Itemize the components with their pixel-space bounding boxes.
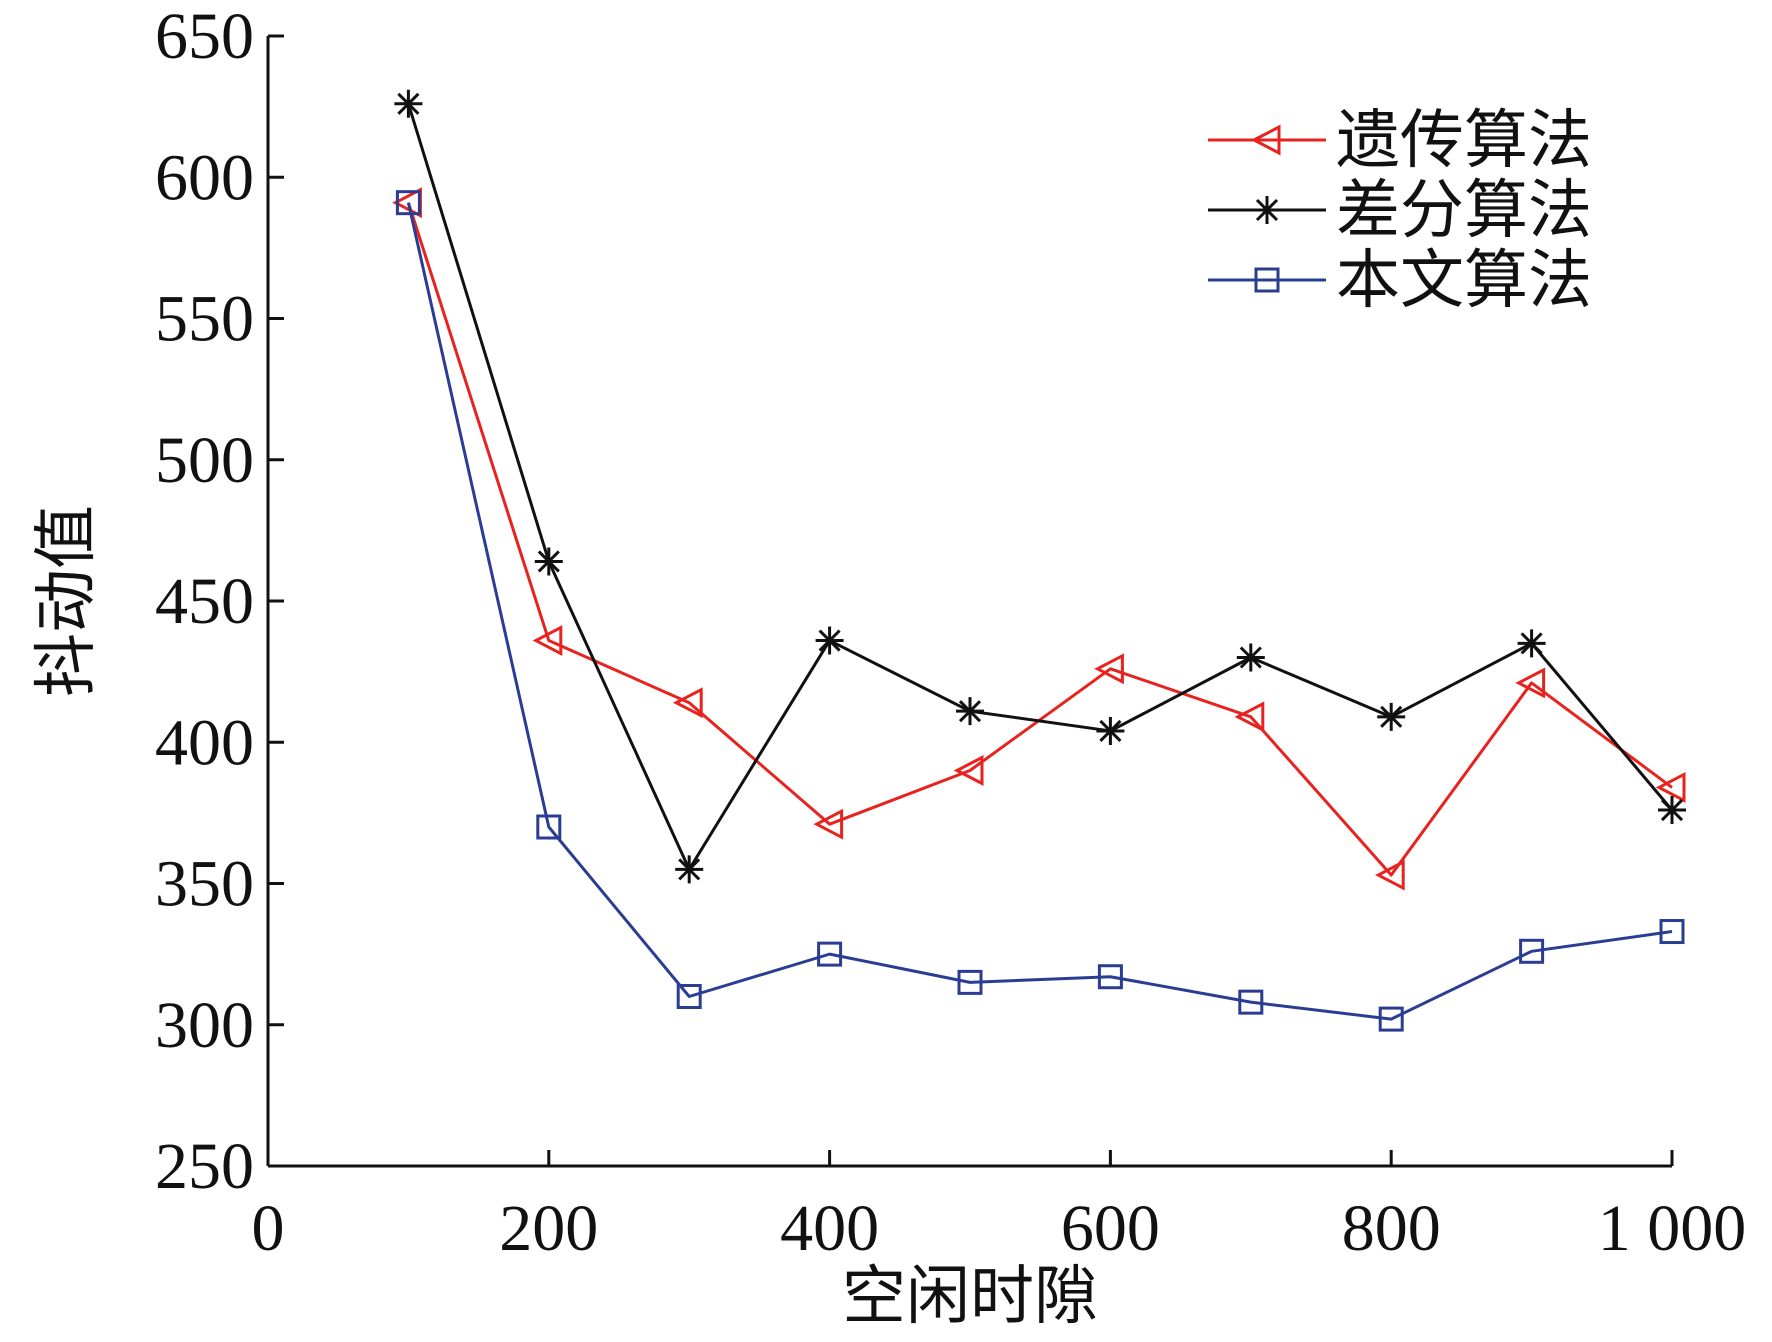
data-point <box>1377 702 1406 731</box>
series-3 <box>395 190 1685 1032</box>
y-tick-label: 350 <box>155 848 254 921</box>
x-tick-label: 600 <box>1061 1192 1160 1265</box>
data-point <box>536 814 562 840</box>
y-tick-label: 400 <box>155 706 254 779</box>
data-point <box>1659 919 1685 945</box>
x-axis-label: 空闲时隙 <box>842 1261 1098 1332</box>
data-point <box>815 626 844 655</box>
y-tick-label: 250 <box>155 1130 254 1203</box>
data-point <box>532 625 563 657</box>
legend-entry: 遗传算法 <box>1208 105 1592 176</box>
data-point <box>1094 653 1124 685</box>
data-point <box>1238 989 1264 1015</box>
legend-label: 本文算法 <box>1336 245 1592 316</box>
data-point <box>1096 716 1125 745</box>
series-line <box>406 202 1673 1021</box>
data-point <box>813 808 844 840</box>
data-point <box>676 984 702 1009</box>
data-point <box>953 755 984 786</box>
legend-swatch-marker <box>1253 196 1281 224</box>
data-point <box>1517 629 1546 658</box>
legend-entry: 本文算法 <box>1208 245 1592 316</box>
y-tick-label: 500 <box>155 424 254 497</box>
series-2 <box>394 89 1686 884</box>
series-line <box>406 103 1674 871</box>
data-point <box>1655 771 1686 803</box>
legend-swatch-marker <box>1254 267 1280 293</box>
y-tick-label: 600 <box>155 141 254 214</box>
series-area <box>392 89 1686 1032</box>
legend-swatch-marker <box>1250 124 1281 156</box>
data-point <box>956 697 984 726</box>
x-tick-label: 200 <box>499 1192 598 1265</box>
data-point <box>1519 938 1545 964</box>
y-tick-label: 650 <box>155 0 254 73</box>
x-tick-label: 1 000 <box>1598 1192 1747 1265</box>
data-point <box>1374 859 1405 891</box>
data-point <box>1658 796 1686 825</box>
x-tick-label: 800 <box>1342 1192 1441 1265</box>
legend-entry: 差分算法 <box>1208 175 1592 246</box>
data-point <box>1515 667 1546 699</box>
data-point <box>675 855 704 884</box>
y-tick-label: 550 <box>155 283 254 356</box>
data-point <box>1234 701 1265 733</box>
data-point <box>1236 643 1265 672</box>
x-tick-label: 400 <box>780 1192 879 1265</box>
x-tick-label: 0 <box>252 1192 285 1265</box>
legend-label: 差分算法 <box>1336 175 1592 246</box>
data-point <box>1378 1006 1404 1032</box>
y-tick-label: 300 <box>155 989 254 1062</box>
data-point <box>394 89 423 118</box>
data-point <box>672 687 703 719</box>
data-point <box>1097 964 1123 990</box>
axes: 250 300 350 400 450 500 550 600 650 0 200 400 600 800… <box>155 0 1746 1265</box>
data-point <box>957 969 983 995</box>
data-point <box>534 547 563 576</box>
y-axis-label: 抖动值 <box>31 505 102 697</box>
y-tick-label: 450 <box>155 565 254 638</box>
legend-label: 遗传算法 <box>1336 105 1592 176</box>
data-point <box>392 187 422 219</box>
data-point <box>395 190 421 216</box>
data-point <box>817 941 843 967</box>
